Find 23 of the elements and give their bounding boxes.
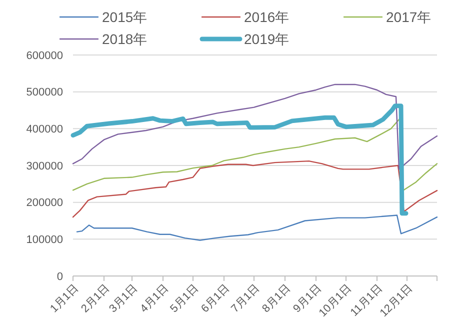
x-tick-label: 7月1日 — [229, 282, 262, 316]
x-tick-label: 1月1日 — [48, 282, 81, 316]
x-tick-label: 8月1日 — [260, 282, 293, 316]
y-tick-label: 300000 — [26, 160, 63, 172]
line-series — [76, 214, 438, 241]
legend-label: 2017年 — [386, 8, 432, 25]
line-series — [72, 84, 438, 170]
y-tick-label: 500000 — [26, 86, 63, 99]
y-tick-label: 400000 — [26, 124, 63, 136]
line-series — [70, 104, 408, 216]
legend-label: 2018年 — [102, 30, 148, 47]
x-tick-label: 6月1日 — [199, 282, 232, 316]
legend-label: 2019年 — [244, 30, 290, 47]
y-tick-label: 200000 — [26, 197, 63, 210]
x-tick-label: 3月1日 — [107, 282, 140, 316]
x-tick-label: 5月1日 — [168, 282, 201, 316]
y-tick-label: 0 — [56, 270, 63, 283]
y-tick-label: 600000 — [26, 50, 63, 62]
legend-label: 2016年 — [244, 8, 290, 25]
legend-label: 2015年 — [102, 8, 148, 25]
x-tick-label: 4月1日 — [138, 282, 171, 316]
line-series — [72, 160, 438, 218]
y-tick-label: 100000 — [26, 234, 63, 246]
